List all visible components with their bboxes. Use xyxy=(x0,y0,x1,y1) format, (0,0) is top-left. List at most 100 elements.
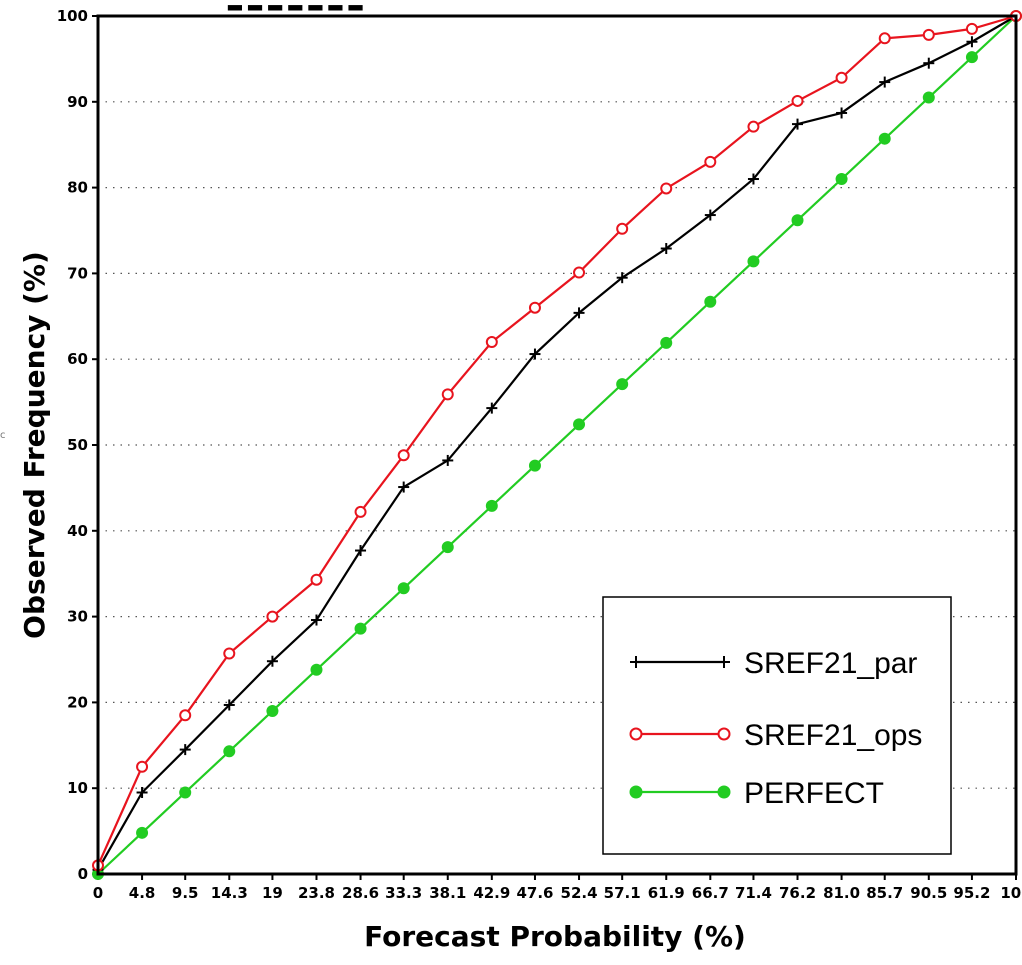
x-tick-label: 23.8 xyxy=(298,884,335,902)
data-point-plus xyxy=(573,307,585,319)
data-point-plus xyxy=(486,402,498,414)
plot-frame xyxy=(96,14,1018,876)
x-tick-label: 0 xyxy=(93,884,103,902)
data-point-plus xyxy=(879,76,891,88)
data-point-open-circle xyxy=(573,266,586,279)
data-point-open-circle xyxy=(922,28,935,41)
data-point-filled-circle xyxy=(791,214,804,227)
x-tick-label: 19 xyxy=(262,884,283,902)
data-point-open-circle xyxy=(266,610,279,623)
data-point-filled-circle xyxy=(179,786,192,799)
data-point-filled-circle xyxy=(485,499,498,512)
data-point-open-circle xyxy=(223,647,236,660)
data-point-plus xyxy=(836,107,848,119)
legend-box xyxy=(602,596,952,855)
x-tick-label: 71.4 xyxy=(735,884,772,902)
data-point-open-circle xyxy=(136,760,149,773)
data-point-open-circle xyxy=(528,301,541,314)
y-axis-title: Observed Frequency (%) xyxy=(18,251,51,639)
x-tick-label: 61.9 xyxy=(648,884,685,902)
data-point-open-circle xyxy=(717,727,731,741)
data-point-open-circle xyxy=(397,449,410,462)
legend: SREF21_par SREF21_ops PERFECT xyxy=(602,596,952,855)
y-tick-label: 20 xyxy=(67,693,88,711)
x-tick-label: 66.7 xyxy=(692,884,729,902)
y-tick-label: 50 xyxy=(67,436,88,454)
data-point-open-circle xyxy=(965,22,978,35)
x-tick-label: 38.1 xyxy=(429,884,466,902)
series-SREF21_par xyxy=(92,10,1022,876)
x-tick-label: 9.5 xyxy=(172,884,199,902)
data-point-plus xyxy=(718,656,730,668)
data-point-open-circle xyxy=(354,505,367,518)
data-point-plus xyxy=(442,454,454,466)
data-point-plus xyxy=(747,173,759,185)
data-point-filled-circle xyxy=(397,582,410,595)
data-point-filled-circle xyxy=(704,295,717,308)
y-axis-ticks: 0 10 20 30 40 50 60 70 80 90 100 xyxy=(57,7,98,883)
x-tick-label: 4.8 xyxy=(129,884,156,902)
data-point-open-circle xyxy=(629,727,643,741)
x-tick-label: 95.2 xyxy=(953,884,990,902)
data-point-plus xyxy=(792,118,804,130)
data-point-filled-circle xyxy=(573,418,586,431)
x-tick-label: 28.6 xyxy=(342,884,379,902)
data-point-plus xyxy=(310,614,322,626)
x-tick-label: 90.5 xyxy=(910,884,947,902)
data-point-open-circle xyxy=(616,222,629,235)
data-point-plus xyxy=(355,545,367,557)
data-point-open-circle xyxy=(660,182,673,195)
series-line xyxy=(96,14,1017,866)
x-tick-label: 57.1 xyxy=(604,884,641,902)
data-point-open-circle xyxy=(747,120,760,133)
y-tick-label: 30 xyxy=(67,608,88,626)
x-tick-label: 100 xyxy=(1000,884,1022,902)
legend-entry: PERFECT xyxy=(629,777,884,810)
legend-entry: SREF21_ops xyxy=(629,719,922,752)
data-point-plus xyxy=(923,57,935,69)
series-layer xyxy=(92,10,1022,880)
data-point-filled-circle xyxy=(835,173,848,186)
x-tick-label: 42.9 xyxy=(473,884,510,902)
data-point-open-circle xyxy=(441,388,454,401)
data-point-filled-circle xyxy=(878,132,891,145)
y-tick-label: 10 xyxy=(67,779,88,797)
x-axis-ticks: 0 4.8 9.5 14.3 19 23.8 28.6 33.3 38.1 42.9 47.6 52.… xyxy=(93,874,1022,902)
x-tick-label: 81.0 xyxy=(823,884,860,902)
legend-entry: SREF21_par xyxy=(630,647,917,680)
data-point-plus xyxy=(223,699,235,711)
data-point-filled-circle xyxy=(310,663,323,676)
data-point-filled-circle xyxy=(660,336,673,349)
data-point-filled-circle xyxy=(354,622,367,635)
data-point-open-circle xyxy=(485,336,498,349)
x-tick-label: 85.7 xyxy=(866,884,903,902)
x-tick-label: 52.4 xyxy=(561,884,598,902)
data-point-open-circle xyxy=(791,94,804,107)
data-point-filled-circle xyxy=(223,745,236,758)
data-point-plus xyxy=(529,348,541,360)
data-point-filled-circle xyxy=(965,51,978,64)
data-point-filled-circle xyxy=(922,91,935,104)
data-point-plus xyxy=(966,36,978,48)
x-tick-label: 47.6 xyxy=(516,884,553,902)
x-tick-label: 33.3 xyxy=(385,884,422,902)
data-point-plus xyxy=(136,786,148,798)
edge-fragment: c xyxy=(0,430,6,441)
data-point-plus xyxy=(704,209,716,221)
y-tick-label: 100 xyxy=(57,7,88,25)
data-point-filled-circle xyxy=(441,541,454,554)
data-point-open-circle xyxy=(878,32,891,45)
y-tick-label: 60 xyxy=(67,350,88,368)
data-point-plus xyxy=(616,272,628,284)
title-fragment: ▂ ▂ ▂ ▂ ▂ ▂ ▂ xyxy=(227,0,364,11)
data-point-filled-circle xyxy=(616,378,629,391)
x-tick-label: 76.2 xyxy=(779,884,816,902)
data-point-filled-circle xyxy=(266,704,279,717)
data-point-filled-circle xyxy=(528,459,541,472)
x-axis-title: Forecast Probability (%) xyxy=(364,920,746,953)
data-point-open-circle xyxy=(835,71,848,84)
legend-label: SREF21_ops xyxy=(744,719,922,752)
data-point-filled-circle xyxy=(747,255,760,268)
data-point-filled-circle xyxy=(136,826,149,839)
